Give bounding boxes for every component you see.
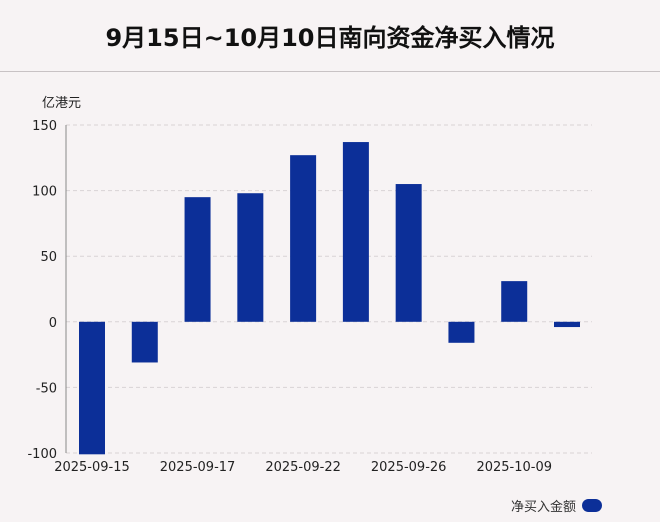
chart-title: 9月15日~10月10日南向资金净买入情况	[105, 24, 555, 52]
x-tick-label: 2025-09-22	[265, 460, 341, 475]
bar-2025-09-18[interactable]	[237, 193, 264, 322]
bar-2025-09-17[interactable]	[184, 197, 211, 322]
y-tick-label: -50	[36, 381, 57, 396]
y-tick-label: 150	[32, 119, 57, 134]
y-tick-label: 100	[32, 185, 57, 200]
bar-2025-10-09[interactable]	[501, 281, 528, 322]
legend-swatch-icon	[582, 499, 602, 512]
x-tick-label: 2025-09-17	[160, 460, 236, 475]
legend: 净买入金额	[511, 496, 602, 515]
y-axis-unit-label: 亿港元	[42, 96, 81, 111]
legend-label: 净买入金额	[510, 500, 576, 515]
bar-2025-09-23[interactable]	[342, 142, 369, 322]
title-divider	[0, 71, 660, 72]
y-tick-label: -100	[27, 447, 57, 462]
bar-2025-10-10[interactable]	[554, 321, 580, 328]
y-axis-ticks: 150 100 50 0 -50 -100	[27, 119, 57, 462]
y-tick-label: 0	[49, 316, 57, 331]
bar-2025-09-22[interactable]	[290, 155, 317, 322]
bar-2025-09-15[interactable]	[79, 321, 105, 455]
x-tick-label: 2025-09-26	[371, 460, 447, 475]
x-tick-label: 2025-09-15	[54, 460, 130, 475]
y-tick-label: 50	[40, 250, 57, 265]
bars	[79, 142, 580, 455]
bar-2025-09-26[interactable]	[395, 184, 422, 322]
bar-2025-09-29[interactable]	[448, 321, 475, 343]
x-tick-label: 2025-10-09	[476, 460, 552, 475]
x-axis-ticks: 2025-09-15 2025-09-17 2025-09-22 2025-09-26…	[54, 460, 552, 475]
bar-2025-09-16[interactable]	[131, 321, 158, 363]
